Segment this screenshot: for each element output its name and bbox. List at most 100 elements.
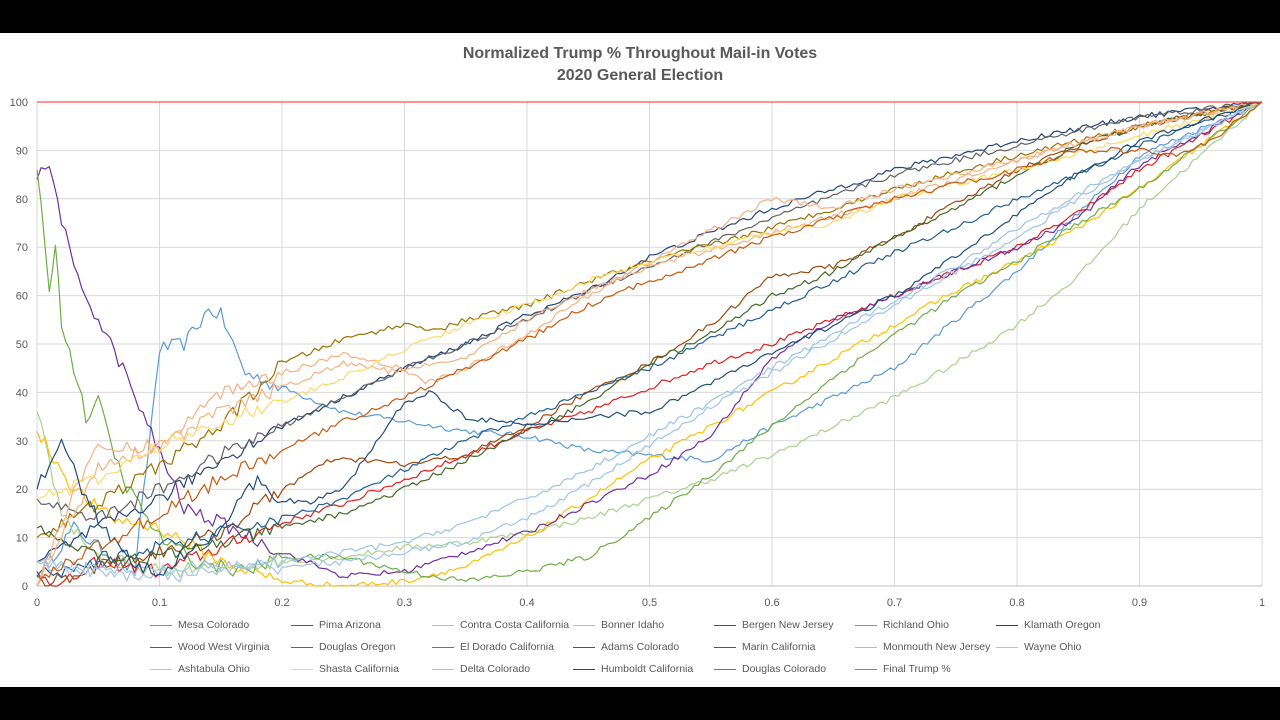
series-line-humboldt-california bbox=[36, 101, 1263, 577]
legend-swatch bbox=[291, 646, 313, 648]
legend-item: Contra Costa California bbox=[432, 619, 569, 631]
legend-swatch bbox=[855, 668, 877, 670]
legend-swatch bbox=[714, 624, 736, 626]
legend-item: Douglas Colorado bbox=[714, 663, 826, 675]
legend-swatch bbox=[432, 646, 454, 648]
legend-label: Pima Arizona bbox=[319, 619, 381, 631]
series-line-monmouth-new-jersey bbox=[36, 101, 1263, 578]
x-tick-label: 0.9 bbox=[1132, 597, 1147, 609]
legend-swatch bbox=[996, 624, 1018, 626]
series-line-wood-west-virginia bbox=[36, 101, 1263, 587]
series-line-marin-california bbox=[36, 101, 1263, 564]
legend-label: Contra Costa California bbox=[460, 619, 570, 631]
series-line-mesa-colorado bbox=[36, 101, 1263, 578]
legend-label: Bonner Idaho bbox=[601, 619, 665, 631]
legend-swatch bbox=[855, 646, 877, 648]
legend-item: Mesa Colorado bbox=[150, 619, 249, 631]
legend-item: Klamath Oregon bbox=[996, 619, 1100, 631]
x-tick-label: 1 bbox=[1259, 597, 1265, 609]
chart-subtitle: 2020 General Election bbox=[556, 67, 724, 84]
y-tick-label: 10 bbox=[16, 533, 28, 545]
legend-label: Shasta California bbox=[319, 663, 399, 675]
y-tick-label: 70 bbox=[16, 242, 28, 254]
x-tick-label: 0 bbox=[34, 597, 40, 609]
x-tick-label: 0.6 bbox=[764, 597, 779, 609]
legend-item: Shasta California bbox=[291, 663, 399, 675]
legend-item: Pima Arizona bbox=[291, 619, 381, 631]
legend-label: Bergen New Jersey bbox=[742, 619, 834, 631]
series-line-bergen-new-jersey bbox=[36, 101, 1263, 579]
y-tick-label: 100 bbox=[10, 97, 28, 109]
legend-item: Bergen New Jersey bbox=[714, 619, 834, 631]
legend-swatch bbox=[150, 668, 172, 670]
legend-label: Klamath Oregon bbox=[1024, 619, 1101, 631]
series-line-shasta-california bbox=[36, 101, 1263, 500]
legend-swatch bbox=[714, 668, 736, 670]
legend-label: Wood West Virginia bbox=[178, 641, 270, 653]
legend-label: Douglas Colorado bbox=[742, 663, 827, 675]
series-line-delta-colorado bbox=[36, 101, 1263, 583]
x-tick-label: 0.1 bbox=[152, 597, 167, 609]
y-tick-label: 60 bbox=[16, 291, 28, 303]
legend-item: Monmouth New Jersey bbox=[855, 641, 990, 653]
legend-item: El Dorado California bbox=[432, 641, 554, 653]
legend-item: Adams Colorado bbox=[573, 641, 679, 653]
legend-swatch bbox=[573, 668, 595, 670]
legend-item: Richland Ohio bbox=[855, 619, 949, 631]
legend-label: Marin California bbox=[742, 641, 816, 653]
y-tick-label: 90 bbox=[16, 145, 28, 157]
legend-item: Delta Colorado bbox=[432, 663, 530, 675]
series-line-douglas-oregon bbox=[36, 101, 1263, 521]
legend-item: Humboldt California bbox=[573, 663, 693, 675]
legend-label: Richland Ohio bbox=[883, 619, 949, 631]
legend-item: Ashtabula Ohio bbox=[150, 663, 250, 675]
x-tick-label: 0.3 bbox=[397, 597, 412, 609]
legend-swatch bbox=[855, 624, 877, 626]
x-tick-label: 0.5 bbox=[642, 597, 657, 609]
series-line-klamath-oregon bbox=[36, 101, 1263, 563]
legend-label: Wayne Ohio bbox=[1024, 641, 1082, 653]
legend-item: Marin California bbox=[714, 641, 816, 653]
legend-label: Adams Colorado bbox=[601, 641, 680, 653]
y-tick-label: 20 bbox=[16, 484, 28, 496]
legend-label: Humboldt California bbox=[601, 663, 694, 675]
x-tick-label: 0.2 bbox=[274, 597, 289, 609]
legend-swatch bbox=[432, 668, 454, 670]
y-tick-label: 50 bbox=[16, 339, 28, 351]
legend-item: Wood West Virginia bbox=[150, 641, 270, 653]
x-tick-label: 0.7 bbox=[887, 597, 902, 609]
legend-swatch bbox=[996, 646, 1018, 648]
legend-swatch bbox=[432, 624, 454, 626]
legend-label: Mesa Colorado bbox=[178, 619, 250, 631]
legend-swatch bbox=[150, 646, 172, 648]
legend-label: Monmouth New Jersey bbox=[883, 641, 991, 653]
legend-item: Wayne Ohio bbox=[996, 641, 1081, 653]
series-line-pima-arizona bbox=[36, 101, 1263, 587]
legend-label: Final Trump % bbox=[883, 663, 951, 675]
legend-swatch bbox=[573, 646, 595, 648]
y-tick-label: 0 bbox=[22, 581, 28, 593]
legend-item: Douglas Oregon bbox=[291, 641, 395, 653]
legend-label: Ashtabula Ohio bbox=[178, 663, 250, 675]
legend-swatch bbox=[714, 646, 736, 648]
y-tick-label: 80 bbox=[16, 194, 28, 206]
legend-swatch bbox=[291, 624, 313, 626]
x-tick-label: 0.4 bbox=[519, 597, 534, 609]
series-line-el-dorado-california bbox=[36, 101, 1263, 539]
series-line-adams-colorado bbox=[36, 101, 1263, 578]
x-tick-label: 0.8 bbox=[1009, 597, 1024, 609]
legend-swatch bbox=[150, 624, 172, 626]
chart-background bbox=[0, 33, 1280, 687]
series-line-douglas-colorado bbox=[36, 101, 1263, 580]
legend-item: Final Trump % bbox=[855, 663, 951, 675]
y-tick-label: 40 bbox=[16, 387, 28, 399]
y-tick-label: 30 bbox=[16, 436, 28, 448]
legend-label: Douglas Oregon bbox=[319, 641, 396, 653]
chart-title: Normalized Trump % Throughout Mail-in Vo… bbox=[462, 45, 818, 62]
legend-label: Delta Colorado bbox=[460, 663, 531, 675]
series-line-richland-ohio bbox=[36, 101, 1263, 583]
legend-swatch bbox=[573, 624, 595, 626]
legend-item: Bonner Idaho bbox=[573, 619, 664, 631]
legend-swatch bbox=[291, 668, 313, 670]
